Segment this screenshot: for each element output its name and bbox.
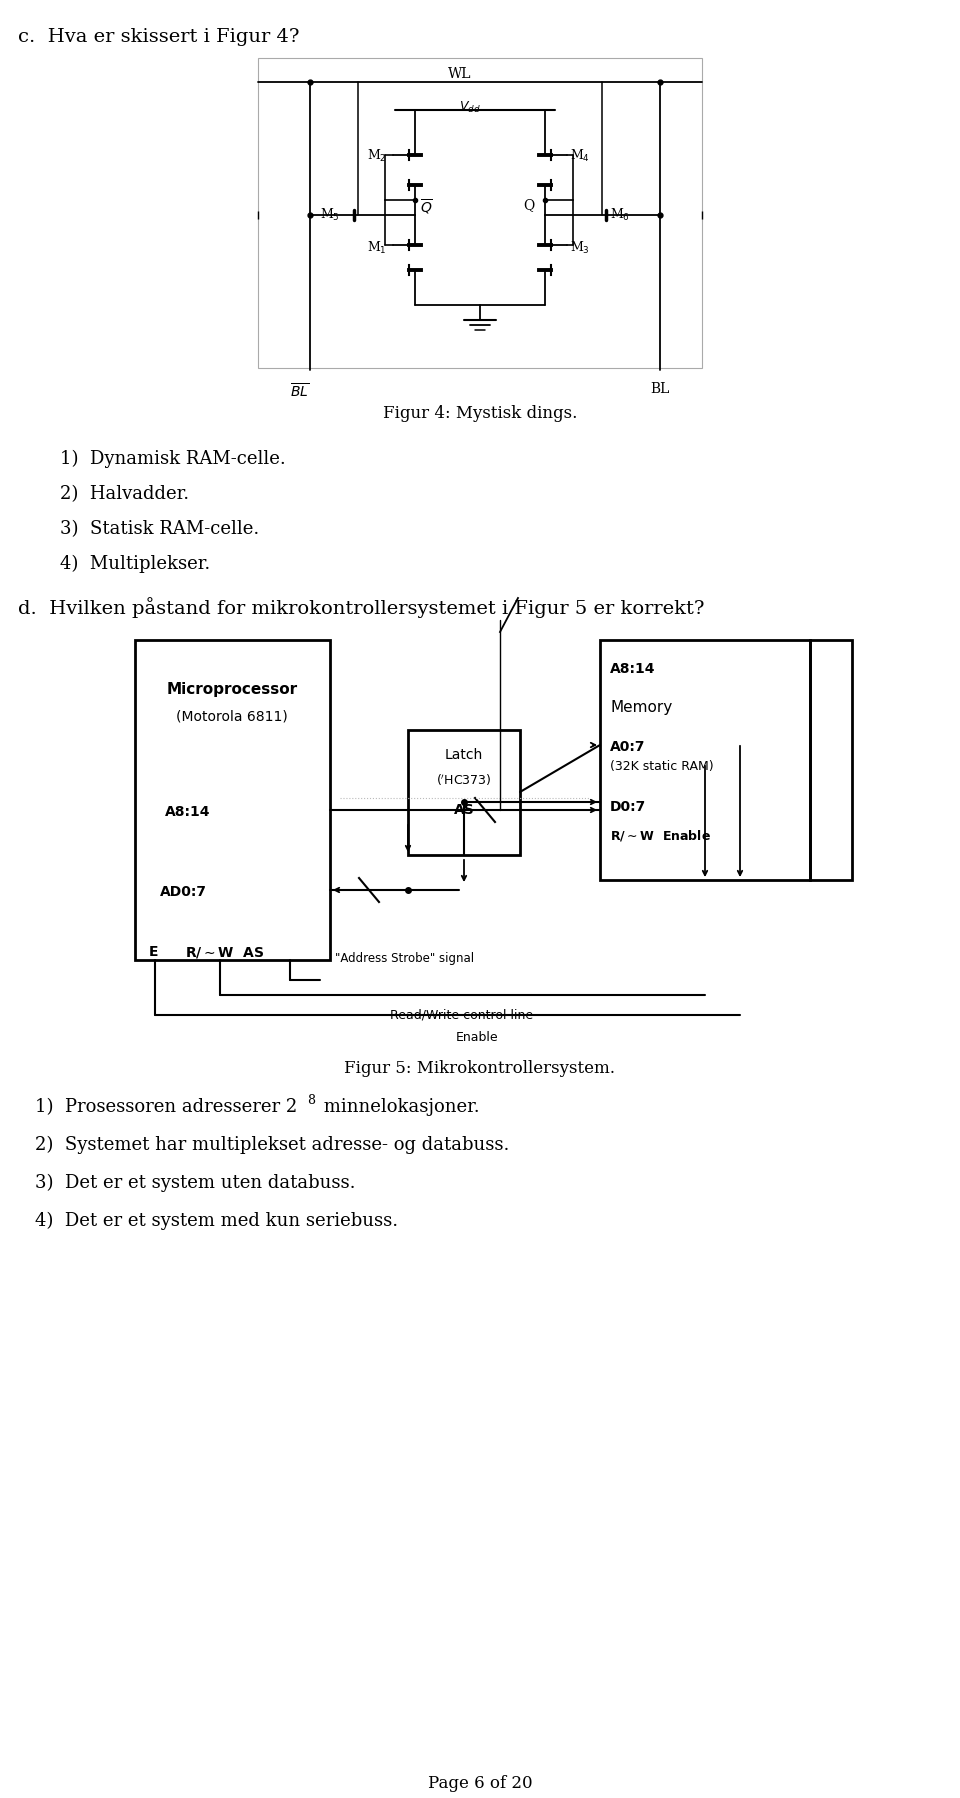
Text: $\overline{BL}$: $\overline{BL}$ <box>290 381 310 401</box>
Text: Microprocessor: Microprocessor <box>166 681 298 698</box>
Text: $\overline{Q}$: $\overline{Q}$ <box>420 198 433 218</box>
Text: M$_2$: M$_2$ <box>367 147 387 164</box>
Text: D0:7: D0:7 <box>610 800 646 814</box>
Text: Enable: Enable <box>456 1030 498 1045</box>
Text: AS: AS <box>454 804 474 816</box>
Text: BL: BL <box>650 381 670 396</box>
Text: M$_3$: M$_3$ <box>570 239 589 255</box>
Bar <box>810 640 852 879</box>
Text: 2)  Halvadder.: 2) Halvadder. <box>60 485 189 503</box>
Text: Read/Write control line: Read/Write control line <box>391 1009 534 1021</box>
Text: (32K static RAM): (32K static RAM) <box>610 761 713 773</box>
Text: M$_6$: M$_6$ <box>610 207 630 223</box>
Text: Page 6 of 20: Page 6 of 20 <box>428 1775 532 1793</box>
Text: 4)  Det er et system med kun seriebuss.: 4) Det er et system med kun seriebuss. <box>35 1212 398 1230</box>
Text: Latch: Latch <box>444 748 483 762</box>
Bar <box>135 640 330 960</box>
Text: R/$\sim$W  AS: R/$\sim$W AS <box>185 946 265 960</box>
Text: Figur 4: Mystisk dings.: Figur 4: Mystisk dings. <box>383 405 577 423</box>
Text: 3)  Statisk RAM-celle.: 3) Statisk RAM-celle. <box>60 520 259 538</box>
Text: 3)  Det er et system uten databuss.: 3) Det er et system uten databuss. <box>35 1174 355 1192</box>
Bar <box>600 640 810 879</box>
Text: 1)  Prosessoren adresserer 2: 1) Prosessoren adresserer 2 <box>35 1099 298 1117</box>
Text: M$_4$: M$_4$ <box>570 147 589 164</box>
Bar <box>258 58 702 369</box>
Text: 1)  Dynamisk RAM-celle.: 1) Dynamisk RAM-celle. <box>60 450 286 467</box>
Text: minnelokasjoner.: minnelokasjoner. <box>318 1099 480 1117</box>
Text: A0:7: A0:7 <box>610 741 645 753</box>
Text: Memory: Memory <box>610 699 672 716</box>
Text: $V_{dd}$: $V_{dd}$ <box>459 101 481 115</box>
Text: 8: 8 <box>307 1093 315 1108</box>
Bar <box>408 730 520 856</box>
Text: A8:14: A8:14 <box>610 662 656 676</box>
Text: 2)  Systemet har multiplekset adresse- og databuss.: 2) Systemet har multiplekset adresse- og… <box>35 1136 510 1154</box>
Text: M$_5$: M$_5$ <box>321 207 340 223</box>
Text: (Motorola 6811): (Motorola 6811) <box>176 710 288 725</box>
Text: d.  Hvilken påstand for mikrokontrollersystemet i Figur 5 er korrekt?: d. Hvilken påstand for mikrokontrollersy… <box>18 597 705 619</box>
Text: AD0:7: AD0:7 <box>160 885 207 899</box>
Text: "Address Strobe" signal: "Address Strobe" signal <box>335 951 474 966</box>
Text: R/$\sim$W  Enable: R/$\sim$W Enable <box>610 829 711 843</box>
Text: M$_1$: M$_1$ <box>367 239 387 255</box>
Text: A8:14: A8:14 <box>165 806 210 820</box>
Text: 4)  Multiplekser.: 4) Multiplekser. <box>60 556 210 574</box>
Text: c.  Hva er skissert i Figur 4?: c. Hva er skissert i Figur 4? <box>18 29 300 47</box>
Text: WL: WL <box>448 67 471 81</box>
Text: Q: Q <box>523 198 535 212</box>
Text: ($^{\prime}$HC373): ($^{\prime}$HC373) <box>436 773 492 789</box>
Text: Figur 5: Mikrokontrollersystem.: Figur 5: Mikrokontrollersystem. <box>345 1061 615 1077</box>
Text: E: E <box>149 946 158 958</box>
